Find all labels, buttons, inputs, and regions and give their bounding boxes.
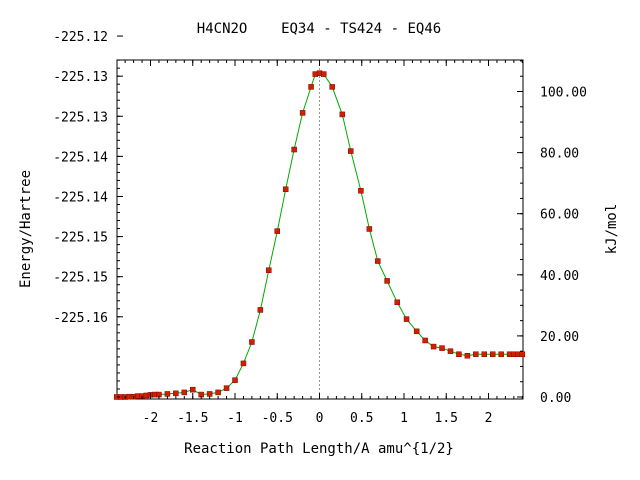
left-tick-label: -225.13	[53, 70, 108, 85]
data-point	[249, 339, 255, 345]
x-tick-label: 2	[485, 411, 493, 426]
data-point	[308, 84, 314, 90]
left-tick-label: -225.15	[53, 271, 108, 286]
data-point	[481, 351, 488, 357]
data-point	[206, 391, 213, 397]
data-point	[291, 146, 297, 153]
chart-title: H4CN2O EQ34 - TS424 - EQ46	[197, 21, 441, 37]
data-point	[266, 267, 272, 273]
data-point	[181, 389, 188, 396]
data-point	[403, 316, 410, 322]
data-point	[190, 386, 196, 393]
right-tick-label: 20.00	[540, 330, 579, 345]
x-tick-label: -1.5	[177, 411, 208, 426]
right-tick-label: 40.00	[540, 269, 579, 284]
data-point	[413, 328, 420, 335]
data-point	[375, 258, 381, 264]
data-point	[422, 337, 428, 344]
data-point	[257, 307, 264, 313]
data-point	[439, 345, 445, 351]
right-tick-label: 100.00	[540, 86, 587, 101]
data-point	[320, 71, 327, 77]
data-point	[447, 348, 454, 354]
right-tick-label: 80.00	[540, 147, 579, 162]
data-point	[384, 278, 390, 284]
data-point	[232, 377, 238, 383]
left-tick-label: -225.12	[53, 30, 108, 45]
data-point	[464, 353, 471, 359]
data-point	[498, 351, 504, 357]
data-point	[339, 111, 346, 118]
left-tick-label: -225.15	[53, 231, 108, 246]
data-point	[489, 351, 496, 357]
left-tick-label: -225.14	[53, 190, 108, 205]
data-point	[519, 351, 526, 357]
right-tick-label: 60.00	[540, 208, 579, 223]
x-tick-label: 1.5	[435, 411, 458, 426]
x-tick-label: -0.5	[262, 411, 293, 426]
x-axis-ticks: -2 -1.5 -1 -0.5 0 0.5 1 1.5 2	[124, 60, 523, 426]
data-point	[173, 390, 179, 397]
left-axis-ticks: -225.12 -225.13 -225.13 -225.14 -225.14 -225.…	[53, 30, 123, 398]
data-point	[329, 84, 335, 90]
data-point	[274, 228, 280, 234]
x-tick-label: -2	[143, 411, 159, 426]
x-axis-title: Reaction Path Length/A amu^{1/2}	[184, 441, 454, 457]
data-point	[348, 148, 354, 154]
x-tick-label: 0	[316, 411, 324, 426]
data-point	[215, 389, 221, 396]
data-point	[223, 385, 230, 391]
x-tick-label: 1	[400, 411, 408, 426]
left-axis-title: Energy/Hartree	[18, 170, 34, 288]
left-tick-label: -225.14	[53, 150, 108, 165]
data-point	[394, 299, 400, 306]
right-axis-title: kJ/mol	[604, 204, 620, 255]
data-point	[473, 351, 479, 357]
data-point	[366, 226, 373, 232]
data-point	[456, 351, 462, 357]
x-tick-label: -1	[227, 411, 243, 426]
right-axis-ticks: 0.00 20.00 40.00 60.00 80.00 100.00	[517, 60, 587, 406]
data-point	[282, 186, 289, 193]
x-tick-label: 0.5	[350, 411, 373, 426]
left-tick-label: -225.13	[53, 110, 108, 125]
data-point	[299, 110, 306, 116]
data-point	[358, 188, 364, 194]
data-point	[164, 391, 171, 397]
data-point	[240, 360, 247, 367]
data-point	[430, 343, 437, 350]
right-tick-label: 0.00	[540, 391, 571, 406]
left-tick-label: -225.16	[53, 311, 108, 326]
